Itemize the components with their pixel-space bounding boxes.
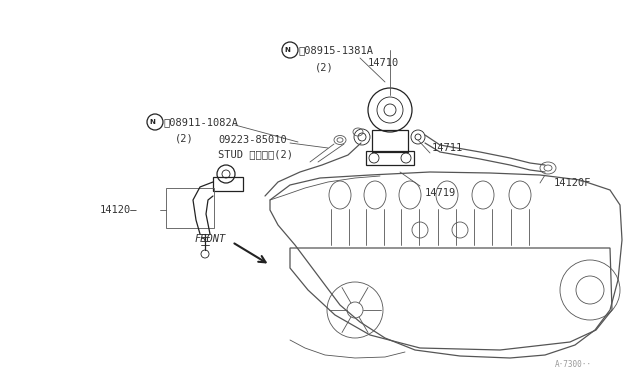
Text: N: N xyxy=(284,47,290,53)
Text: (2): (2) xyxy=(175,133,194,143)
Text: N: N xyxy=(149,119,155,125)
Text: (2): (2) xyxy=(315,62,333,72)
Bar xyxy=(366,151,414,165)
Text: 14120—: 14120— xyxy=(100,205,138,215)
Text: 14120F: 14120F xyxy=(554,178,591,188)
Text: ⓝ08911-1082A: ⓝ08911-1082A xyxy=(163,117,238,127)
Text: A·7300··: A·7300·· xyxy=(555,360,592,369)
Bar xyxy=(166,188,214,228)
Text: 09223-85010: 09223-85010 xyxy=(218,135,287,145)
Text: 14711: 14711 xyxy=(432,143,463,153)
Text: 14719: 14719 xyxy=(425,188,456,198)
Bar xyxy=(372,130,408,152)
Bar xyxy=(213,177,243,191)
Text: 14710: 14710 xyxy=(368,58,399,68)
Text: STUD スタッド(2): STUD スタッド(2) xyxy=(218,149,293,159)
Text: FRONT: FRONT xyxy=(195,234,227,244)
Text: ⓝ08915-1381A: ⓝ08915-1381A xyxy=(298,45,373,55)
